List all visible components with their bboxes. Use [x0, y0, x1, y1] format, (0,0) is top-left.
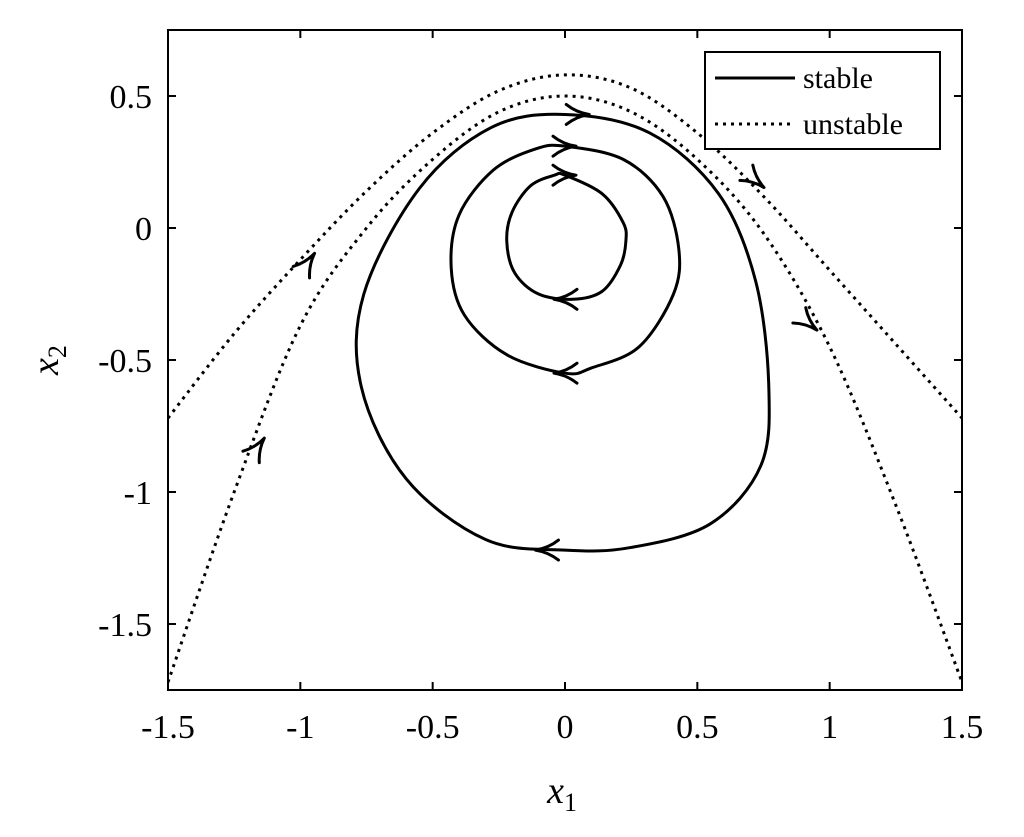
y-tick-label: 0.5	[110, 79, 153, 116]
direction-arrow-8	[738, 163, 766, 190]
y-tick-label: -1.5	[98, 607, 152, 644]
stable-trajectory-0	[505, 171, 628, 301]
direction-arrow-5	[533, 538, 560, 562]
plot-area: -1.5 -1 -0.5 0 0.5 1 1.5 -1.5 -1 -0.5 0 0.5	[98, 29, 983, 746]
y-tick-label: -0.5	[98, 343, 152, 380]
direction-arrow-4	[552, 361, 579, 385]
direction-arrow-7	[241, 436, 266, 465]
x-tick-label: 0.5	[676, 709, 719, 746]
direction-arrow-0	[564, 102, 591, 126]
axis-ticks	[167, 30, 963, 690]
direction-arrow-3	[552, 287, 579, 311]
x-tick-label: -1.5	[141, 709, 195, 746]
legend-label-stable: stable	[803, 62, 873, 95]
x-tick-label: 1	[821, 709, 838, 746]
x-tick-label: -0.5	[406, 709, 460, 746]
unstable-trajectory-3	[168, 73, 962, 420]
x-tick-label: 0	[557, 709, 574, 746]
y-tick-label: 0	[135, 211, 152, 248]
direction-arrow-2	[551, 163, 578, 187]
legend-label-unstable: unstable	[803, 108, 903, 141]
direction-arrows	[241, 102, 819, 562]
direction-arrow-1	[551, 134, 578, 158]
stable-trajectory-2	[354, 112, 771, 553]
legend-box	[704, 51, 941, 150]
x-axis-label: x1	[546, 770, 577, 817]
legend: stable unstable	[704, 51, 941, 150]
direction-arrow-6	[291, 251, 317, 280]
y-axis-label: x2	[25, 345, 72, 376]
trajectory-curves	[168, 73, 962, 683]
x-tick-label: -1	[286, 709, 314, 746]
axis-tick-labels: -1.5 -1 -0.5 0 0.5 1 1.5 -1.5 -1 -0.5 0 0.5	[98, 79, 983, 746]
y-tick-label: -1	[124, 475, 152, 512]
x-tick-label: 1.5	[941, 709, 984, 746]
stable-trajectory-1	[449, 143, 682, 376]
unstable-trajectory-4	[168, 94, 962, 683]
direction-arrow-9	[791, 306, 819, 332]
